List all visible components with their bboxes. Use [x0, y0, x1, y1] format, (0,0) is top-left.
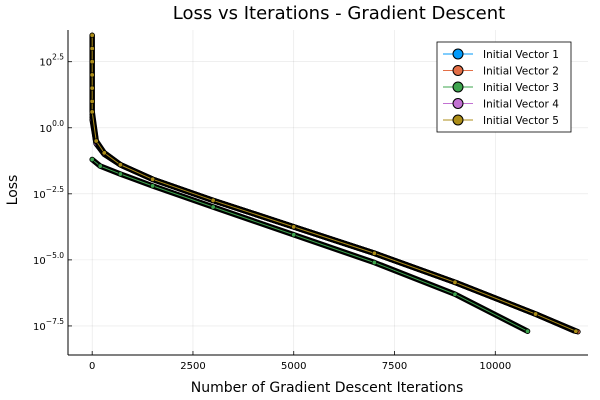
legend-marker	[452, 98, 464, 109]
legend-marker	[452, 114, 464, 126]
x-tick-label: 7500	[382, 361, 407, 372]
series-5	[89, 32, 579, 334]
y-tick-exponent: −2.5	[46, 185, 64, 194]
x-tick-label: 5000	[281, 361, 306, 372]
series-5-point	[291, 224, 297, 230]
y-tick-base: 10	[39, 58, 52, 69]
legend-label: Initial Vector 2	[483, 66, 559, 78]
series-5-point	[93, 138, 99, 144]
legend-label: Initial Vector 3	[483, 82, 559, 94]
series-5-point	[117, 162, 123, 168]
legend-label: Initial Vector 4	[483, 99, 559, 111]
series-5-point	[371, 250, 377, 256]
y-tick-exponent: −5.0	[46, 251, 64, 260]
legend-label: Initial Vector 5	[483, 115, 559, 127]
legend-marker	[452, 48, 464, 60]
y-tick-label: 102.5	[39, 53, 64, 69]
series-3	[89, 156, 531, 334]
y-tick-base: 10	[33, 190, 46, 201]
y-axis-label: Loss	[5, 175, 21, 206]
series-5-point	[150, 176, 156, 182]
series-3-point	[371, 260, 377, 266]
series-5-point	[210, 197, 216, 203]
x-tick-label: 0	[89, 361, 95, 372]
y-tick-label: 10−7.5	[33, 317, 64, 333]
y-tick-label: 10−5.0	[33, 251, 64, 267]
series-3-point	[452, 291, 458, 297]
x-axis-label: Number of Gradient Descent Iterations	[191, 380, 464, 396]
y-tick-base: 10	[39, 124, 52, 135]
legend-label: Initial Vector 1	[483, 49, 559, 61]
grid	[68, 30, 588, 355]
x-ticks: 0 2500 5000 7500 10000	[89, 351, 511, 372]
series-3-point	[210, 204, 216, 210]
series-5-point	[89, 45, 95, 51]
legend-marker	[452, 65, 464, 76]
legend-item: Initial Vector 1	[443, 48, 559, 61]
series-5-point	[89, 109, 95, 115]
legend: Initial Vector 1 Initial Vector 2 Initial …	[436, 41, 572, 133]
series-5-point	[89, 85, 95, 91]
series-5-point	[89, 72, 95, 78]
chart-title: Loss vs Iterations - Gradient Descent	[173, 3, 505, 24]
x-tick-label: 10000	[479, 361, 511, 372]
plot-area	[89, 32, 581, 335]
series-5-point	[573, 328, 579, 334]
series-3-point	[117, 171, 123, 177]
series-5-point	[89, 32, 95, 38]
legend-item: Initial Vector 4	[443, 98, 559, 111]
y-tick-label: 10−2.5	[33, 185, 64, 201]
y-tick-base: 10	[33, 322, 46, 333]
y-tick-exponent: 0.0	[52, 119, 64, 128]
series-5-point	[89, 59, 95, 65]
series-3-marker-band	[89, 156, 531, 334]
legend-marker	[452, 81, 464, 93]
series-3-point	[291, 232, 297, 238]
axes	[67, 30, 588, 356]
y-tick-label: 100.0	[39, 119, 64, 135]
series-5-point	[452, 279, 458, 285]
legend-item: Initial Vector 5	[443, 114, 559, 127]
y-tick-exponent: −7.5	[46, 317, 64, 326]
series-3-point	[97, 163, 103, 169]
series-5-point	[101, 150, 107, 156]
y-tick-exponent: 2.5	[52, 53, 64, 62]
legend-item: Initial Vector 3	[443, 81, 559, 94]
series-5-point	[533, 311, 539, 317]
series-3-point	[150, 183, 156, 189]
y-tick-base: 10	[33, 256, 46, 267]
series-5-point	[89, 98, 95, 104]
legend-item: Initial Vector 2	[443, 65, 559, 78]
x-tick-label: 2500	[180, 361, 205, 372]
series-3-point	[89, 156, 95, 162]
series-3-point	[525, 328, 531, 334]
